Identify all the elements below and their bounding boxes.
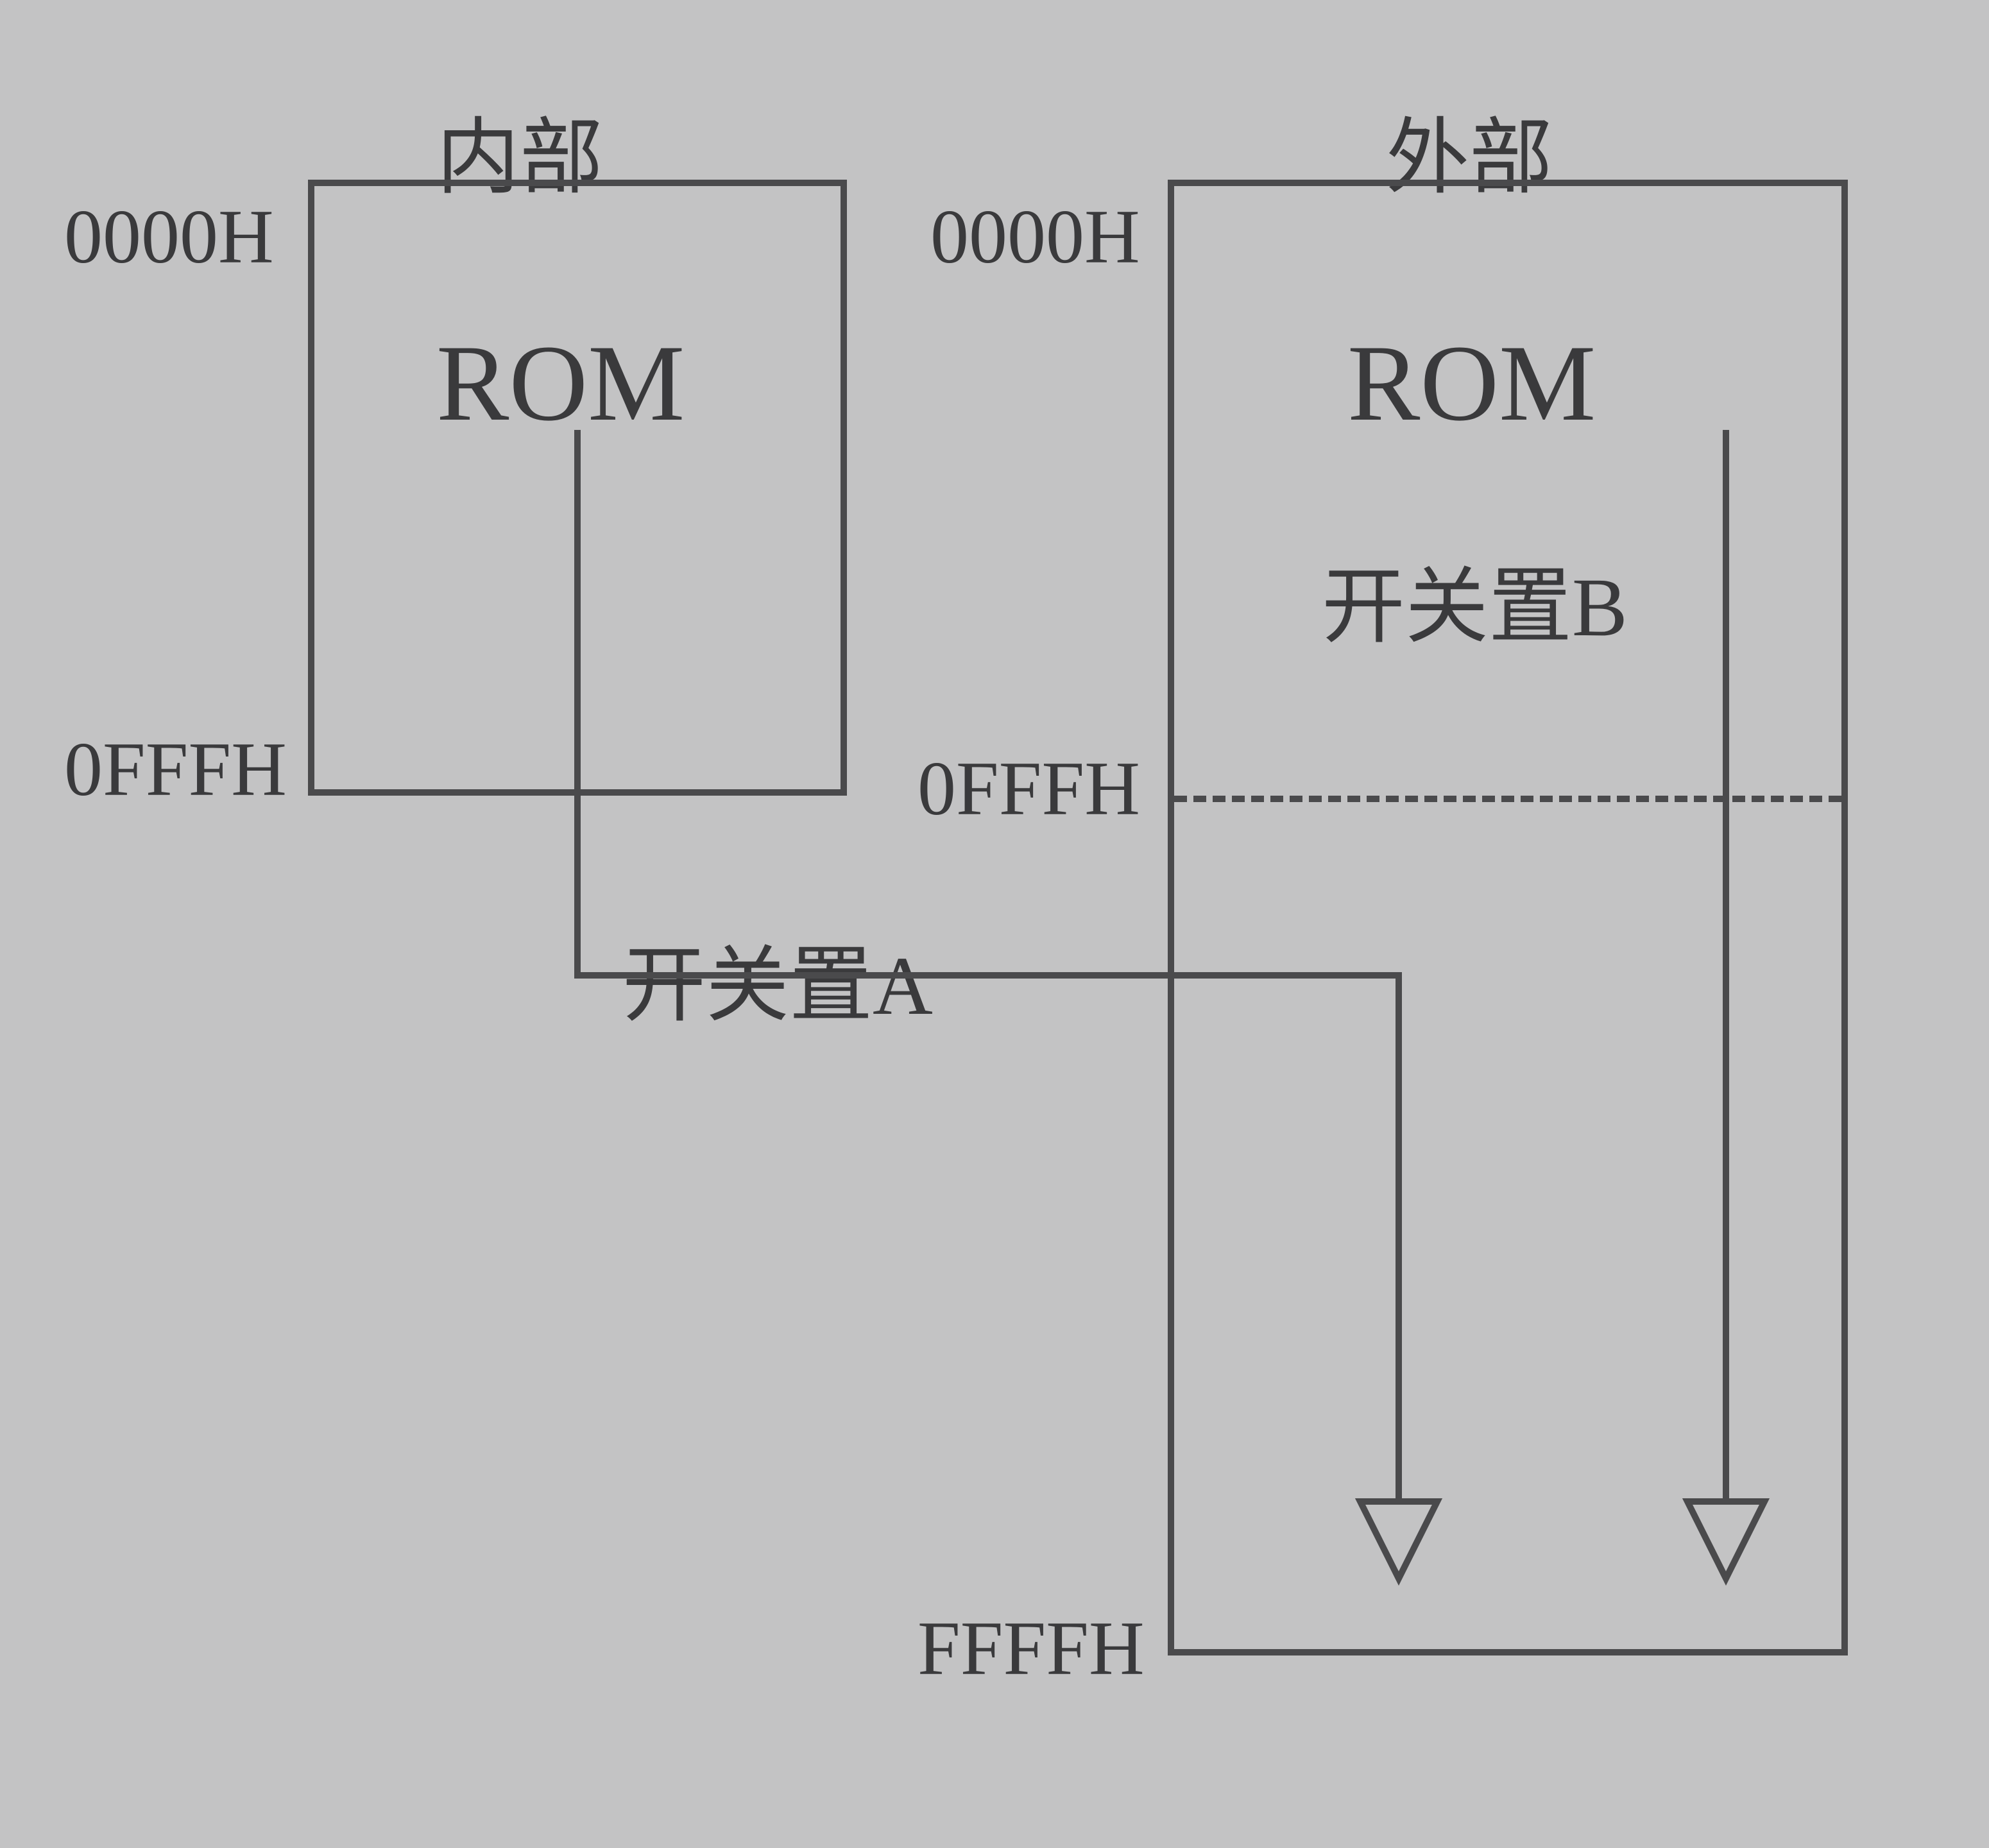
arrow-a-path (577, 430, 1399, 1527)
arrows-layer (64, 64, 1925, 1784)
arrow-b-head-icon (1687, 1502, 1764, 1579)
arrow-a-head-icon (1360, 1502, 1437, 1579)
memory-map-diagram: 内部 外部 0000H ROM 0FFFH 0000H ROM 开关置B 0FF… (64, 64, 1925, 1784)
